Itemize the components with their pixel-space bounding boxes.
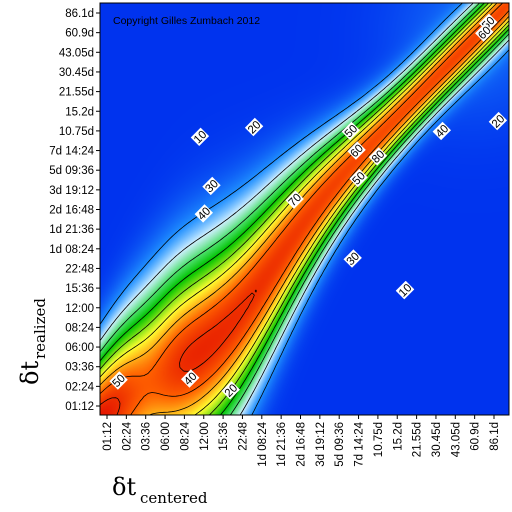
contour-line-60 bbox=[100, 3, 509, 415]
x-tick-label: 7d 14:24 bbox=[354, 421, 366, 466]
contour-label-background bbox=[285, 190, 304, 209]
y-axis-ticks: 01:12 02:24 03:36 06:00 08:24 12:00 15:36 22:48… bbox=[49, 8, 100, 413]
x-tick-label: 1d 21:36 bbox=[276, 422, 288, 467]
contour-line-90 bbox=[100, 289, 257, 415]
contour-line-20 bbox=[100, 3, 509, 415]
x-axis-subscript: centered bbox=[140, 489, 208, 507]
y-tick-label: 30.45d bbox=[59, 67, 94, 79]
x-tick-label: 15.2d bbox=[392, 422, 404, 451]
x-tick-label: 22:48 bbox=[237, 422, 249, 451]
y-axis-title: δt realized bbox=[16, 298, 49, 385]
contour-label-background bbox=[368, 147, 388, 166]
contour-label-background bbox=[349, 168, 368, 188]
x-tick-label: 02:24 bbox=[121, 421, 133, 450]
y-tick-label: 1d 21:36 bbox=[49, 224, 94, 236]
x-tick-label: 06:00 bbox=[160, 422, 172, 451]
contour-label-background bbox=[190, 127, 210, 146]
contour-label-background bbox=[194, 204, 213, 223]
contour-label-background bbox=[341, 121, 360, 141]
x-tick-label: 30.45d bbox=[431, 422, 443, 457]
y-tick-label: 3d 19:12 bbox=[49, 185, 94, 197]
x-tick-label: 43.05d bbox=[450, 422, 462, 457]
contour-label-background bbox=[475, 23, 494, 42]
contour-label-background bbox=[202, 176, 221, 196]
y-tick-label: 15:36 bbox=[65, 283, 94, 295]
contour-label-background bbox=[347, 141, 366, 160]
y-axis-symbol: δt bbox=[16, 361, 44, 385]
x-axis-ticks: 01:12 02:24 03:36 06:00 08:24 12:00 15:36 22:48… bbox=[102, 415, 501, 467]
y-tick-label: 06:00 bbox=[65, 342, 94, 354]
x-tick-label: 03:36 bbox=[141, 422, 153, 451]
x-tick-label: 1d 08:24 bbox=[257, 421, 269, 466]
y-tick-label: 03:36 bbox=[65, 362, 94, 374]
x-tick-label: 08:24 bbox=[179, 421, 191, 450]
y-tick-label: 15.2d bbox=[65, 106, 94, 118]
contour-label-background bbox=[244, 117, 264, 137]
y-tick-label: 43.05d bbox=[59, 47, 94, 59]
contour-label-background bbox=[343, 249, 362, 268]
y-tick-label: 08:24 bbox=[65, 322, 94, 334]
contour-labels: 10201020304050607080504030105040205060 bbox=[109, 13, 508, 400]
x-tick-label: 60.9d bbox=[470, 422, 482, 451]
x-tick-label: 15:36 bbox=[218, 422, 230, 451]
x-tick-label: 86.1d bbox=[489, 422, 501, 451]
x-tick-label: 01:12 bbox=[102, 422, 114, 451]
contour-label-background bbox=[395, 280, 415, 300]
y-tick-label: 21.55d bbox=[59, 87, 94, 99]
copyright-note: Copyright Gilles Zumbach 2012 bbox=[113, 15, 260, 27]
x-axis-symbol: δt bbox=[112, 473, 136, 501]
x-tick-label: 5d 09:36 bbox=[334, 422, 346, 467]
heatmap-surface bbox=[100, 3, 509, 415]
y-tick-label: 5d 09:36 bbox=[49, 165, 94, 177]
x-axis-title: δt centered bbox=[112, 473, 208, 507]
y-tick-label: 1d 08:24 bbox=[49, 244, 94, 256]
x-tick-label: 3d 19:12 bbox=[315, 422, 327, 467]
y-tick-label: 01:12 bbox=[65, 401, 94, 413]
x-tick-label: 10.75d bbox=[373, 422, 385, 457]
x-tick-label: 21.55d bbox=[412, 422, 424, 457]
y-tick-label: 10.75d bbox=[59, 126, 94, 138]
y-tick-label: 02:24 bbox=[65, 381, 94, 393]
y-tick-label: 86.1d bbox=[65, 8, 94, 20]
x-tick-label: 2d 16:48 bbox=[296, 422, 308, 467]
contour-line-10 bbox=[100, 3, 509, 415]
y-tick-label: 7d 14:24 bbox=[49, 146, 94, 158]
contour-label-background bbox=[181, 369, 200, 388]
y-tick-label: 12:00 bbox=[65, 303, 94, 315]
contour-line-80 bbox=[100, 3, 509, 415]
contour-label-background bbox=[432, 121, 451, 141]
contour-label-background bbox=[221, 381, 240, 400]
y-tick-label: 2d 16:48 bbox=[49, 205, 94, 217]
contour-label-background bbox=[109, 371, 128, 390]
y-tick-label: 22:48 bbox=[65, 263, 94, 275]
contour-line-70 bbox=[100, 3, 509, 415]
y-axis-subscript: realized bbox=[31, 298, 49, 359]
contour-line-30 bbox=[100, 3, 509, 415]
contour-label-background bbox=[488, 111, 508, 131]
x-tick-label: 12:00 bbox=[199, 422, 211, 451]
y-tick-label: 60.9d bbox=[65, 28, 94, 40]
